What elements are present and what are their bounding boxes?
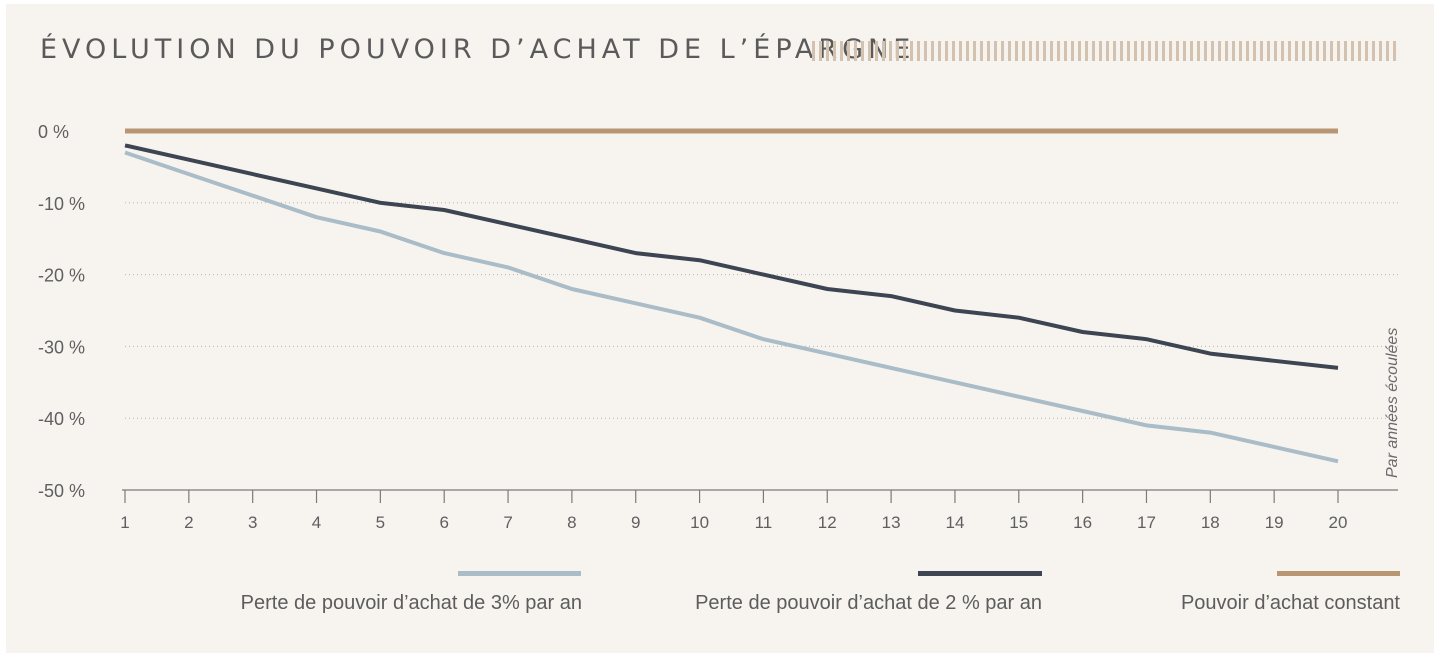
x-tick-label: 6 [439,513,448,532]
legend-label-series-1: Perte de pouvoir d’achat de 3% par an [240,592,582,614]
x-tick-label: 15 [1009,513,1028,532]
axes: 0 %-10 %-20 %-30 %-40 %-50 %1 2 3 4 5 6 7 8 9 10 1… [38,122,1398,532]
x-tick-label: 4 [312,513,321,532]
legend-swatch-series-1 [458,571,581,576]
y-tick-label: -10 % [38,194,85,214]
y-tick-label: -20 % [38,266,85,286]
x-tick-label: 3 [248,513,257,532]
series-line-1 [124,150,1339,464]
grid-lines [125,202,1398,419]
y-tick-label: -50 % [38,481,85,501]
x-tick-label: 20 [1329,513,1348,532]
y-tick-label: -30 % [38,337,85,357]
series-lines [124,128,1339,464]
legend-swatch-series-2 [918,571,1042,576]
x-tick-label: 18 [1201,513,1220,532]
x-tick-label: 8 [567,513,576,532]
x-tick-label: 1 [120,513,129,532]
series-line-2 [124,143,1339,370]
x-tick-label: 12 [818,513,837,532]
y-tick-label: -40 % [38,409,85,429]
y-tick-label: 0 % [38,122,69,142]
x-tick-label: 11 [755,513,773,532]
decorative-hatch [812,41,1400,61]
x-tick-label: 19 [1265,513,1284,532]
x-tick-label: 10 [690,513,709,532]
legend-label-series-2: Perte de pouvoir d’achat de 2 % par an [695,592,1042,614]
x-tick-label: 17 [1137,513,1156,532]
x-tick-label: 5 [376,513,385,532]
x-tick-label: 14 [945,513,964,532]
x-tick-label: 2 [184,513,193,532]
legend-swatch-series-3 [1277,571,1400,576]
legend-label-series-3: Pouvoir d’achat constant [1180,592,1400,614]
x-tick-label: 16 [1073,513,1092,532]
chart-title: ÉVOLUTION DU POUVOIR D’ACHAT DE L’ÉPARGN… [40,34,916,65]
x-tick-label: 13 [882,513,901,532]
x-tick-label: 9 [631,513,640,532]
x-axis-label: Par années écoulées [1384,328,1401,478]
chart-panel [6,4,1434,653]
x-tick-label: 7 [503,513,512,532]
